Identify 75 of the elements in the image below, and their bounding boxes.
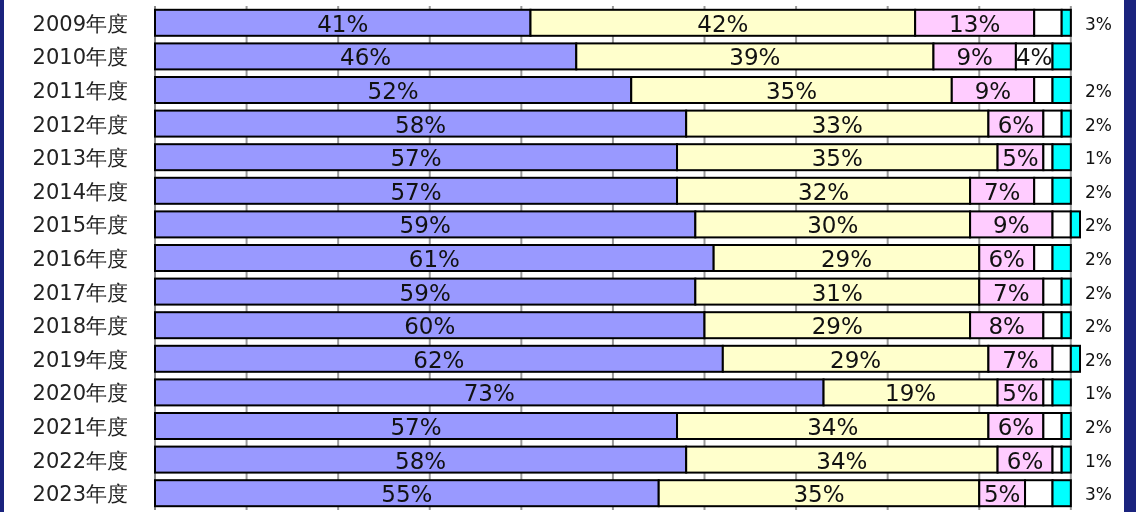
data-label: 55% bbox=[381, 481, 433, 508]
data-label: 52% bbox=[367, 78, 419, 104]
data-label: 2% bbox=[1085, 282, 1112, 303]
data-label: 6% bbox=[997, 111, 1035, 138]
data-label: 59% bbox=[399, 212, 451, 239]
data-label: 2% bbox=[1085, 181, 1112, 202]
data-label: 29% bbox=[830, 346, 882, 373]
data-label: 6% bbox=[988, 246, 1025, 272]
data-label: 1% bbox=[1085, 450, 1112, 471]
data-label: 1% bbox=[1085, 383, 1112, 404]
data-label: 35% bbox=[793, 481, 845, 508]
data-label: 3% bbox=[1085, 484, 1112, 505]
data-label: 61% bbox=[408, 246, 460, 272]
data-label: 58% bbox=[395, 447, 447, 474]
y-tick-label: 2012年度 bbox=[32, 112, 128, 137]
y-tick-label: 2014年度 bbox=[32, 179, 128, 204]
data-label: 6% bbox=[997, 414, 1035, 440]
data-label: 3% bbox=[1085, 13, 1112, 34]
y-tick-label: 2022年度 bbox=[32, 448, 128, 473]
data-label: 33% bbox=[811, 111, 863, 138]
data-label: 41% bbox=[317, 10, 369, 37]
data-label: 2% bbox=[1085, 114, 1112, 135]
data-label: 19% bbox=[885, 380, 937, 407]
data-label: 73% bbox=[463, 380, 515, 407]
data-label: 7% bbox=[983, 178, 1021, 205]
y-tick-label: 2019年度 bbox=[32, 347, 128, 372]
data-label: 34% bbox=[807, 414, 859, 440]
data-label: 58% bbox=[395, 111, 447, 138]
data-label: 29% bbox=[820, 246, 873, 272]
y-tick-label: 2011年度 bbox=[32, 79, 128, 103]
data-label: 9% bbox=[974, 78, 1012, 104]
data-label: 57% bbox=[390, 145, 442, 172]
y-tick-label: 2013年度 bbox=[32, 146, 128, 171]
data-label: 9% bbox=[993, 212, 1030, 239]
data-label: 57% bbox=[390, 414, 442, 440]
data-label: 2% bbox=[1085, 349, 1112, 370]
data-label: 2% bbox=[1085, 417, 1112, 437]
data-label: 62% bbox=[413, 346, 465, 373]
data-label: 9% bbox=[956, 44, 993, 71]
data-label: 32% bbox=[798, 178, 850, 205]
data-label: 5% bbox=[1002, 380, 1039, 407]
data-label: 42% bbox=[697, 10, 749, 37]
data-label: 6% bbox=[1006, 447, 1044, 474]
data-label: 59% bbox=[399, 279, 451, 306]
data-label: 7% bbox=[1002, 346, 1039, 373]
y-tick-label: 2010年度 bbox=[32, 45, 128, 70]
y-tick-label: 2017年度 bbox=[32, 280, 128, 305]
data-label: 35% bbox=[811, 145, 863, 172]
data-label: 2% bbox=[1085, 81, 1112, 101]
data-label: 60% bbox=[404, 313, 456, 340]
y-tick-label: 2023年度 bbox=[32, 482, 128, 507]
data-label: 13% bbox=[949, 10, 1001, 37]
y-tick-label: 2020年度 bbox=[32, 381, 128, 406]
data-label: 35% bbox=[765, 78, 818, 104]
data-label: 4% bbox=[1015, 44, 1053, 71]
data-label: 5% bbox=[983, 481, 1021, 508]
data-label: 7% bbox=[993, 279, 1030, 306]
data-label: 2% bbox=[1085, 215, 1112, 236]
y-tick-label: 2009年度 bbox=[32, 11, 128, 36]
data-label: 1% bbox=[1085, 148, 1112, 169]
data-label: 8% bbox=[988, 313, 1025, 340]
data-label: 30% bbox=[807, 212, 859, 239]
data-label: 2% bbox=[1085, 249, 1112, 269]
data-label: 2% bbox=[1085, 316, 1112, 337]
data-label: 31% bbox=[811, 279, 863, 306]
y-tick-label: 2015年度 bbox=[32, 213, 128, 238]
data-label: 46% bbox=[340, 44, 392, 71]
y-tick-label: 2018年度 bbox=[32, 314, 128, 339]
data-label: 57% bbox=[390, 178, 442, 205]
y-tick-label: 2021年度 bbox=[32, 415, 128, 439]
data-label: 29% bbox=[811, 313, 863, 340]
data-label: 39% bbox=[729, 44, 781, 71]
data-label: 5% bbox=[1002, 145, 1039, 172]
data-label: 34% bbox=[816, 447, 868, 474]
y-tick-label: 2016年度 bbox=[32, 247, 128, 271]
